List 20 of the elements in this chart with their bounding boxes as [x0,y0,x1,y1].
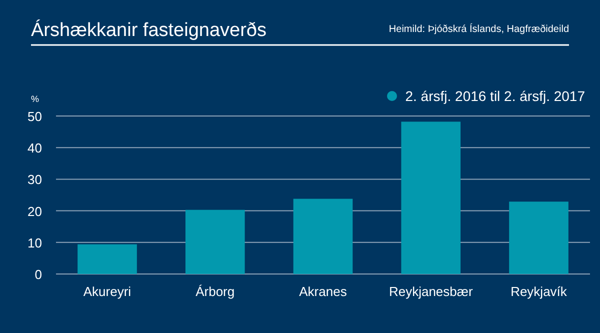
y-tick-label: 10 [28,235,42,250]
y-tick-label: 20 [28,204,42,219]
y-tick-label: 40 [28,140,42,156]
bar [401,122,461,274]
bar [185,210,245,274]
legend-label: 2. ársfj. 2016 til 2. ársfj. 2017 [405,88,586,104]
bar [509,202,568,274]
y-tick-label: 50 [28,109,42,124]
x-tick-label: Akranes [299,284,348,299]
y-axis-title: % [31,94,40,104]
bar [293,198,353,274]
x-tick-label: Reykjavík [510,284,568,299]
x-tick-label: Árborg [196,284,235,299]
x-tick-label: Akureyri [83,284,132,299]
y-tick-label: 30 [28,172,42,188]
x-tick-label: Reykjanesbær [388,284,474,299]
y-tick-label: 0 [34,267,42,282]
text: Heimild: Þjóðskrá Íslands, Hagfræðideild [388,23,569,35]
chart-title: Árshækkanir fasteignaverðs [31,19,266,41]
bar [78,244,137,274]
